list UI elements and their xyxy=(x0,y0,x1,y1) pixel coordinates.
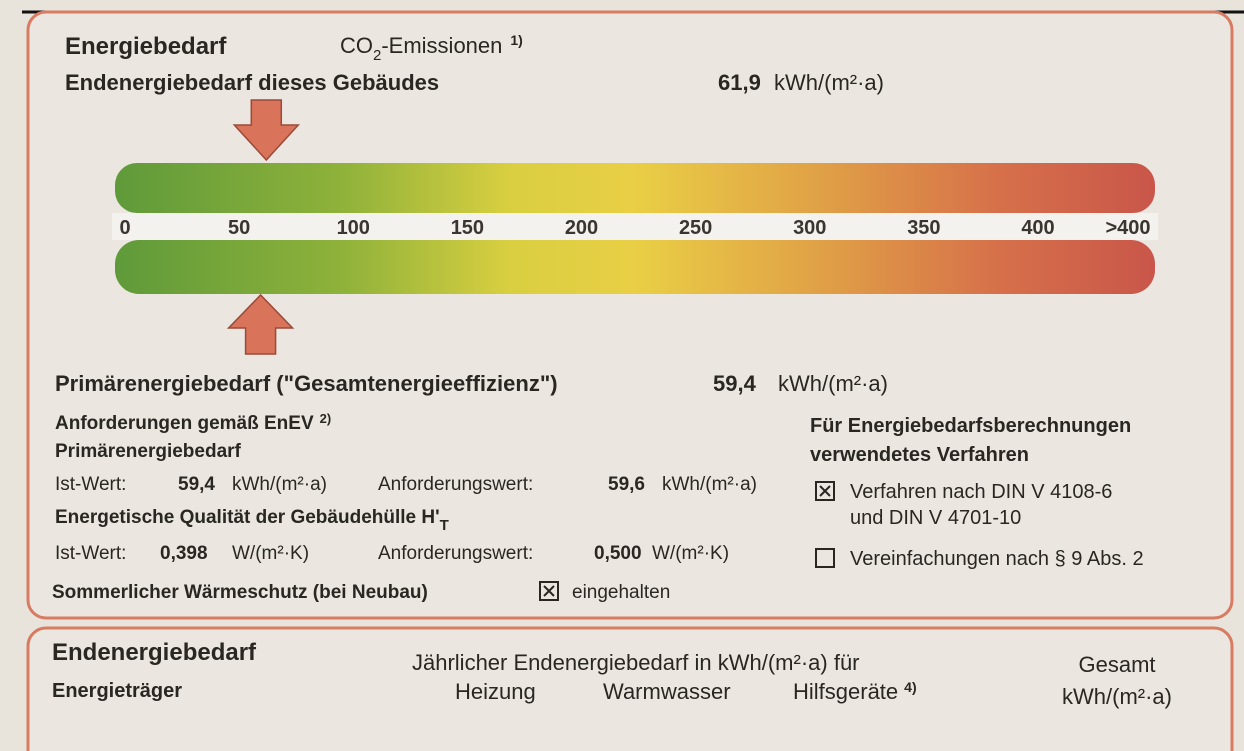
envelope-required-unit: W/(m²·K) xyxy=(652,543,729,564)
scale-tick-label: 150 xyxy=(451,217,484,239)
end-energy-value: 61,9 xyxy=(718,70,761,95)
primary-actual-label: Ist-Wert: xyxy=(55,474,126,495)
method-heading: verwendetes Verfahren xyxy=(810,444,1029,466)
scale-overflow-label: >400 xyxy=(1105,217,1150,239)
envelope-actual-label: Ist-Wert: xyxy=(55,543,126,564)
method-heading: Für Energiebedarfsberechnungen xyxy=(810,415,1131,437)
primary-actual-unit: kWh/(m²·a) xyxy=(232,474,327,495)
envelope-actual-unit: W/(m²·K) xyxy=(232,543,309,564)
scale-tick-label: 250 xyxy=(679,217,712,239)
requirements-note: 2) xyxy=(320,411,332,426)
total-header: Gesamt xyxy=(1078,652,1155,677)
envelope-required-value: 0,500 xyxy=(594,543,642,564)
scale-tick-label: 350 xyxy=(907,217,940,239)
method-option-text: Vereinfachungen nach § 9 Abs. 2 xyxy=(850,548,1144,570)
table-title: Endenergiebedarf xyxy=(52,639,257,666)
co2-suffix: -Emissionen xyxy=(381,33,502,58)
column-header: Heizung xyxy=(455,679,536,704)
summer-label: Sommerlicher Wärmeschutz (bei Neubau) xyxy=(52,582,428,603)
total-unit: kWh/(m²·a) xyxy=(1062,684,1172,709)
table-subtitle: Energieträger xyxy=(52,680,182,702)
co2-sub: 2 xyxy=(373,47,381,64)
scale-tick-label: 0 xyxy=(119,217,130,239)
envelope-heading-text: Energetische Qualität der Gebäudehülle H… xyxy=(55,507,440,528)
method-option-text: Verfahren nach DIN V 4108-6 xyxy=(850,481,1112,503)
envelope-required-label: Anforderungswert: xyxy=(378,543,533,564)
scale-tick-label: 300 xyxy=(793,217,826,239)
envelope-heading-sub: T xyxy=(440,517,449,534)
scale-bar-top xyxy=(115,163,1155,213)
method-option-text: und DIN V 4701-10 xyxy=(850,507,1021,529)
section-title: Energiebedarf xyxy=(65,33,227,60)
column-header: Warmwasser xyxy=(603,679,731,704)
primary-required-unit: kWh/(m²·a) xyxy=(662,474,757,495)
co2-note: 1) xyxy=(510,32,522,48)
page: { "header": { "title": "Energiebedarf", … xyxy=(0,0,1244,751)
primary-required-value: 59,6 xyxy=(608,474,645,495)
scale-label-band xyxy=(112,213,1158,240)
primary-energy-label: Primärenergiebedarf ("Gesamtenergieeffiz… xyxy=(55,371,558,396)
requirements-title: Anforderungen gemäß EnEV 2) xyxy=(55,411,331,434)
requirements-title-text: Anforderungen gemäß EnEV xyxy=(55,413,314,434)
primary-actual-value: 59,4 xyxy=(178,474,215,495)
column-header: Hilfsgeräte 4) xyxy=(793,679,917,704)
end-energy-label: Endenergiebedarf dieses Gebäudes xyxy=(65,70,439,95)
certificate: Energiebedarf CO2-Emissionen 1) Endenergi… xyxy=(0,0,1244,751)
column-note: 4) xyxy=(904,679,916,695)
primary-heading: Primärenergiebedarf xyxy=(55,441,242,462)
scale-tick-label: 400 xyxy=(1021,217,1054,239)
envelope-actual-value: 0,398 xyxy=(160,543,208,564)
primary-required-label: Anforderungswert: xyxy=(378,474,533,495)
scale-tick-label: 100 xyxy=(337,217,370,239)
scale-bar-bottom xyxy=(115,240,1155,294)
co2-prefix: CO xyxy=(340,33,373,58)
group-header: Jährlicher Endenergiebedarf in kWh/(m²·a… xyxy=(412,650,860,675)
primary-energy-unit: kWh/(m²·a) xyxy=(778,371,888,396)
primary-energy-value: 59,4 xyxy=(713,371,757,396)
scale-tick-label: 50 xyxy=(228,217,250,239)
column-header-text: Hilfsgeräte xyxy=(793,679,898,704)
summer-status: eingehalten xyxy=(572,582,670,603)
scale-tick-label: 200 xyxy=(565,217,598,239)
end-energy-unit: kWh/(m²·a) xyxy=(774,70,884,95)
